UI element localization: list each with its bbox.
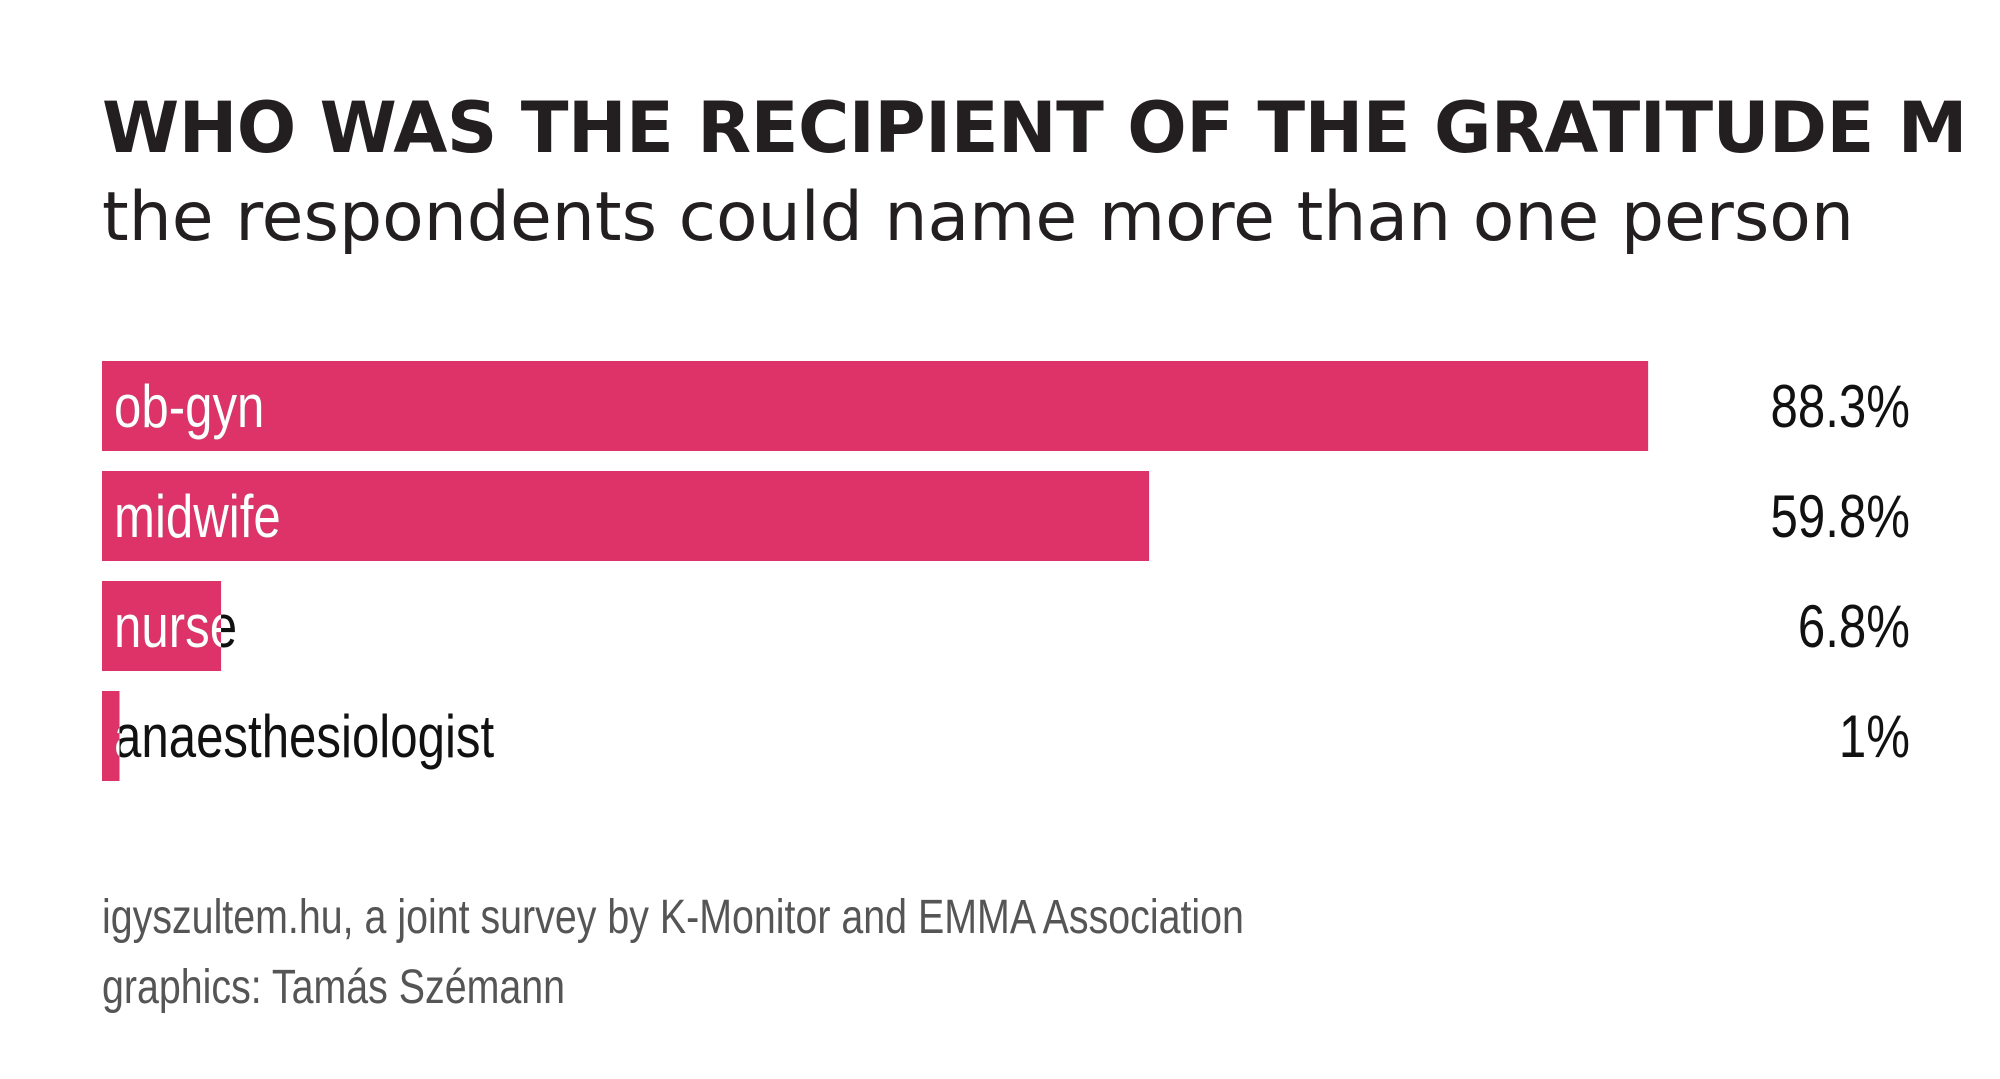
bar <box>102 691 120 781</box>
value-label: 6.8% <box>1798 592 1910 660</box>
value-label: 1% <box>1839 702 1910 770</box>
bar <box>102 361 1649 451</box>
category-label-on-bar: ob-gyn <box>114 372 264 440</box>
category-label: nurse <box>114 592 237 660</box>
category-label-clip: nurse <box>114 592 237 660</box>
bar <box>102 581 222 671</box>
value-label: 59.8% <box>1771 482 1910 550</box>
source-note: igyszultem.hu, a joint survey by K-Monit… <box>102 891 1244 944</box>
chart-title: WHO WAS THE RECIPIENT OF THE GRATITUDE M <box>102 87 1967 169</box>
category-label-on-bar: midwife <box>114 482 281 550</box>
graphics-credit: graphics: Tamás Szémann <box>102 961 566 1014</box>
category-label-on-bar: anaesthesiologist <box>114 702 494 770</box>
category-label: anaesthesiologist <box>114 702 494 770</box>
category-label-clip: ob-gyn <box>114 372 264 440</box>
value-label: 88.3% <box>1771 372 1910 440</box>
category-label-clip: anaesthesiologist <box>114 702 494 770</box>
category-label-clip: midwife <box>114 482 281 550</box>
chart-subtitle: the respondents could name more than one… <box>102 178 1854 257</box>
category-label: midwife <box>114 482 281 550</box>
category-label-on-bar: nurse <box>114 592 237 660</box>
category-label: ob-gyn <box>114 372 264 440</box>
bar <box>102 471 1150 561</box>
